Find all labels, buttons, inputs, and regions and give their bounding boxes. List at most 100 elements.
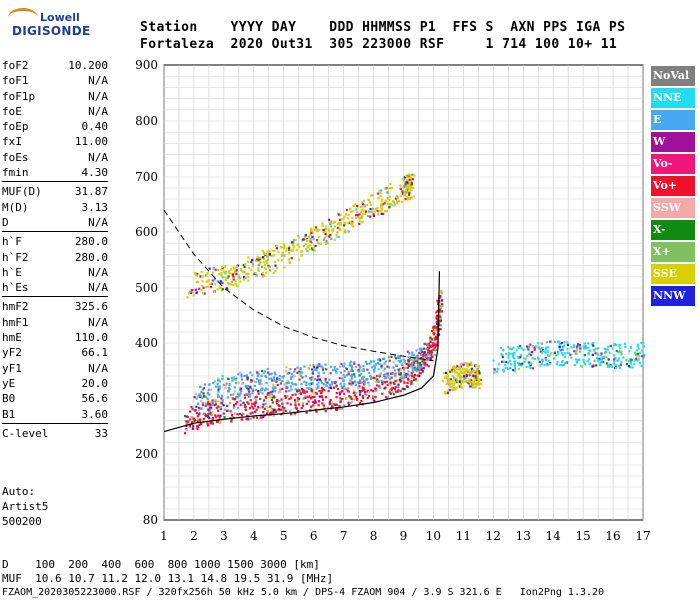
echo-point — [258, 381, 261, 385]
echo-point — [373, 210, 376, 214]
echo-point — [474, 376, 478, 379]
echo-point — [316, 378, 319, 382]
echo-point — [408, 186, 411, 189]
echo-point — [293, 375, 296, 378]
echo-point — [266, 409, 269, 413]
echo-point — [394, 379, 397, 383]
param-row: hmF1 N/A — [2, 315, 108, 330]
echo-point — [198, 395, 202, 398]
echo-point — [211, 399, 214, 402]
echo-point — [605, 362, 609, 365]
echo-point — [430, 338, 434, 341]
echo-point — [217, 414, 220, 417]
echo-point — [406, 363, 409, 366]
echo-point — [246, 401, 249, 404]
echo-point — [635, 349, 638, 352]
echo-point — [560, 342, 563, 345]
echo-point — [235, 395, 238, 399]
echo-point — [562, 364, 565, 367]
echo-point — [388, 198, 391, 201]
param-value: N/A — [88, 89, 108, 103]
echo-point — [457, 384, 461, 387]
echo-point — [349, 401, 353, 404]
footer-distance: D 100 200 400 600 800 1000 1500 3000 [km… — [2, 558, 320, 571]
echo-point — [195, 397, 198, 400]
echo-point — [395, 201, 399, 204]
echo-point — [578, 358, 581, 361]
echo-point — [399, 376, 402, 380]
param-row: fmin 4.30 — [2, 165, 108, 180]
echo-point — [199, 422, 202, 425]
echo-point — [288, 261, 291, 264]
echo-point — [305, 247, 308, 250]
echo-point — [195, 274, 198, 277]
echo-point — [218, 416, 221, 419]
echo-point — [561, 354, 564, 357]
echo-point — [299, 371, 303, 374]
echo-point — [192, 417, 196, 420]
echo-point — [426, 353, 429, 356]
echo-point — [315, 369, 318, 372]
echo-point — [464, 362, 467, 365]
echo-point — [302, 244, 305, 248]
legend-item: SSE — [651, 264, 695, 284]
echo-point — [414, 357, 418, 360]
echo-point — [589, 349, 592, 352]
echo-point — [553, 357, 556, 360]
echo-point — [260, 414, 263, 418]
echo-point — [439, 296, 442, 299]
echo-point — [393, 203, 396, 206]
echo-point — [317, 371, 320, 374]
x-tick-label: 4 — [250, 529, 258, 543]
echo-point — [473, 378, 476, 381]
echo-point — [540, 362, 543, 365]
echo-point — [460, 371, 463, 375]
echo-point — [383, 381, 386, 384]
echo-point — [363, 390, 367, 394]
echo-point — [413, 361, 416, 364]
echo-point — [302, 397, 305, 400]
echo-point — [361, 377, 364, 380]
echo-point — [321, 222, 324, 225]
echo-point — [477, 381, 480, 384]
echo-point — [614, 357, 617, 360]
echo-point — [224, 276, 227, 279]
echo-point — [272, 376, 276, 379]
echo-point — [305, 242, 308, 246]
legend-item: Vo- — [651, 154, 695, 174]
echo-point — [259, 260, 262, 264]
param-row: h`Es N/A — [2, 280, 108, 295]
echo-point — [375, 388, 378, 391]
echo-point — [253, 402, 256, 405]
echo-point — [429, 335, 432, 338]
echo-point — [376, 374, 379, 378]
echo-point — [266, 255, 269, 258]
echo-point — [338, 377, 341, 380]
echo-point — [354, 383, 357, 387]
echo-point — [375, 207, 378, 210]
echo-point — [245, 273, 248, 276]
echo-point — [444, 392, 448, 395]
echo-point — [583, 342, 586, 345]
echo-point — [383, 367, 386, 370]
echo-point — [373, 368, 376, 371]
echo-point — [575, 360, 579, 364]
echo-point — [345, 368, 348, 371]
echo-point — [257, 267, 260, 270]
echo-point — [553, 340, 557, 344]
echo-point — [328, 235, 331, 238]
echo-point — [529, 351, 532, 354]
echo-point — [263, 257, 266, 260]
echo-point — [640, 355, 644, 358]
echo-point — [541, 360, 544, 363]
echo-point — [575, 352, 578, 355]
echo-point — [352, 204, 355, 208]
echo-point — [231, 397, 234, 400]
echo-point — [192, 424, 195, 428]
echo-point — [341, 377, 344, 380]
echo-point — [428, 350, 431, 353]
param-row: foF1 N/A — [2, 73, 108, 88]
auto-artist: Artist5 — [2, 500, 49, 513]
echo-point — [600, 352, 603, 355]
echo-point — [618, 366, 621, 370]
